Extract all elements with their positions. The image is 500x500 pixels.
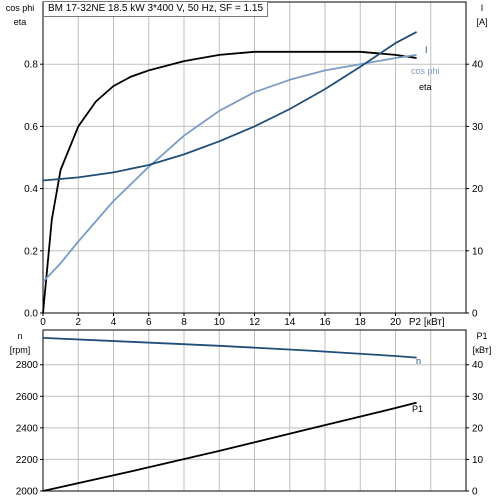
series-label-eta: eta: [419, 82, 432, 92]
series-label-I: I: [425, 45, 428, 55]
y-left-axis-label: n: [17, 331, 22, 341]
x-tick-label: 8: [181, 317, 187, 328]
x-tick-label: 20: [390, 317, 402, 328]
series-line-P1: [42, 401, 417, 492]
y-right-tick-label: 30: [472, 122, 484, 133]
y-left-tick-label: 0.8: [24, 60, 38, 71]
y-right-axis-label: I: [481, 3, 484, 13]
y-right-axis-label: P1: [476, 331, 487, 341]
y-left-axis-label: eta: [14, 17, 27, 27]
y-left-tick-label: 0.6: [24, 122, 38, 133]
x-tick-label: 10: [214, 317, 226, 328]
series-line-n: [42, 337, 417, 359]
y-left-tick-label: 2000: [16, 487, 39, 498]
x-tick-label: 0: [40, 317, 46, 328]
y-right-tick-label: 10: [472, 246, 484, 257]
series-line-cos-phi: [42, 54, 417, 283]
y-left-tick-label: 2800: [16, 360, 39, 371]
x-tick-label: 4: [111, 317, 117, 328]
y-right-tick-label: 0: [472, 487, 478, 498]
series-line-I: [42, 31, 418, 182]
series-line-eta: [42, 50, 417, 314]
x-tick-label: 16: [319, 317, 331, 328]
y-right-tick-label: 10: [472, 455, 484, 466]
y-left-axis-label: cos phi: [6, 3, 35, 13]
plot-frame: [42, 329, 467, 492]
x-tick-label: 14: [284, 317, 296, 328]
x-axis-label: P2 [кВт]: [409, 317, 445, 328]
x-tick-label: 6: [146, 317, 152, 328]
series-label-cos-phi: cos phi: [411, 66, 440, 76]
x-tick-label: 12: [249, 317, 261, 328]
series-label-P1: P1: [412, 404, 423, 414]
y-left-tick-label: 0.0: [24, 309, 38, 320]
x-tick-label: 18: [355, 317, 367, 328]
y-left-tick-label: 2600: [16, 392, 39, 403]
x-tick-label: 2: [75, 317, 81, 328]
series-label-n: n: [416, 356, 421, 366]
y-right-tick-label: 0: [472, 309, 478, 320]
y-left-tick-label: 0.4: [24, 184, 38, 195]
y-left-axis-label: [rpm]: [10, 345, 31, 355]
y-right-axis-label: [A]: [476, 17, 487, 27]
chart-title: BM 17-32NE 18.5 kW 3*400 V, 50 Hz, SF = …: [43, 1, 269, 17]
y-left-tick-label: 2400: [16, 423, 39, 434]
y-right-tick-label: 40: [472, 60, 484, 71]
y-right-axis-label: [кВт]: [473, 345, 492, 355]
y-right-tick-label: 20: [472, 184, 484, 195]
y-right-tick-label: 30: [472, 392, 484, 403]
y-left-tick-label: 0.2: [24, 246, 38, 257]
y-left-tick-label: 2200: [16, 455, 39, 466]
y-right-tick-label: 20: [472, 423, 484, 434]
y-right-tick-label: 40: [472, 360, 484, 371]
